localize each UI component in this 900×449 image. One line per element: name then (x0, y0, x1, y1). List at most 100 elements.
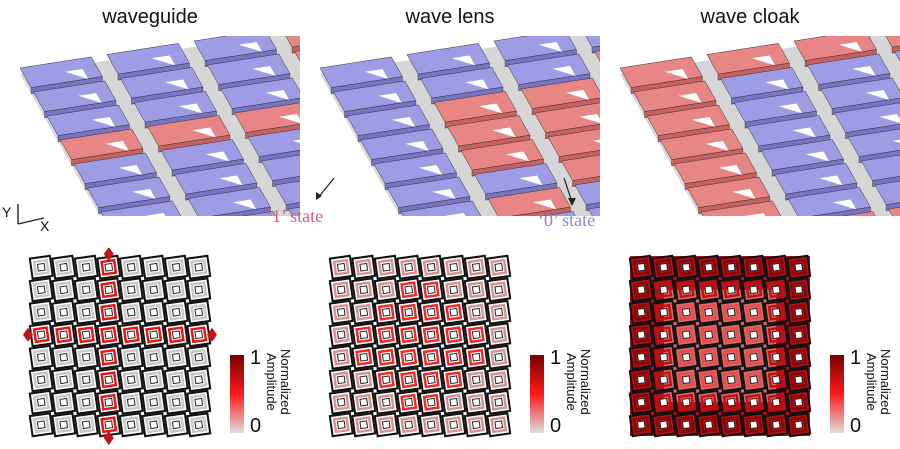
unit-cell-outline (673, 389, 699, 415)
unit-cell-outline (96, 299, 122, 325)
unit-cell-outline (673, 412, 699, 438)
unit-cell-outline (696, 299, 722, 325)
unit-cell-outline (486, 277, 512, 303)
unit-cell-outline (418, 299, 444, 325)
colorbar-min: 0 (250, 415, 262, 437)
unit-cell-outline (763, 367, 789, 393)
y-axis-label: Y (2, 204, 12, 220)
unit-cell-outline (328, 254, 354, 280)
meta-atom (841, 211, 876, 216)
unit-cell-outline (28, 299, 54, 325)
colorbar-title: Normalized Amplitude (564, 349, 593, 415)
meta-atom (294, 50, 300, 62)
unit-cell-outline (696, 254, 722, 280)
meta-atom (288, 206, 300, 216)
source-marker (207, 327, 217, 342)
unit-cell-outline (741, 367, 767, 393)
unit-cell-outline (441, 344, 467, 370)
unit-cell-outline (186, 254, 212, 280)
unit-cell-outline (328, 367, 354, 393)
unit-cell-outline (351, 412, 377, 438)
unit-cell-outline (163, 344, 189, 370)
meta-atom (373, 152, 457, 190)
unit-cell-outline (718, 412, 744, 438)
unit-cell-outline (96, 389, 122, 415)
unit-cell-outline (418, 367, 444, 393)
unit-cell-outline (163, 322, 189, 348)
meta-atom (594, 50, 600, 62)
unit-cell-outline (396, 322, 422, 348)
unit-cell-outline (28, 254, 54, 280)
meta-atom (46, 104, 130, 142)
panel-title-waveguide: waveguide (102, 6, 198, 28)
unit-cell-outline (328, 299, 354, 325)
unit-cell-outline (741, 254, 767, 280)
unit-cell-outline (628, 254, 654, 280)
unit-cell-outline (673, 344, 699, 370)
unit-cell-outline (328, 389, 354, 415)
unit-cell-outline (651, 322, 677, 348)
unit-cell-outline (28, 344, 54, 370)
unit-cell-outline (696, 389, 722, 415)
unit-cell-outline (763, 344, 789, 370)
unit-cell-outline (673, 367, 699, 393)
unit-cell-outline (396, 299, 422, 325)
unit-cell-outline (696, 367, 722, 393)
unit-cell-outline (441, 412, 467, 438)
unit-cell-outline (373, 299, 399, 325)
unit-cell-outline (351, 389, 377, 415)
unit-cell-outline (141, 254, 167, 280)
unit-cell-outline (373, 367, 399, 393)
unit-cell-outline (463, 322, 489, 348)
unit-cell-outline (351, 299, 377, 325)
unit-cell-outline (463, 299, 489, 325)
unit-cell-outline (373, 322, 399, 348)
unit-cell-outline (628, 389, 654, 415)
unit-cell-outline (441, 254, 467, 280)
unit-cell-outline (651, 389, 677, 415)
meta-atom (187, 187, 271, 216)
unit-cell-outline (763, 389, 789, 415)
amplitude-map-cloak (628, 254, 812, 438)
unit-cell-outline (441, 322, 467, 348)
unit-cell-outline (396, 344, 422, 370)
unit-cell-outline (628, 344, 654, 370)
unit-cell-outline (718, 389, 744, 415)
metasurface-waveguide-3d (19, 36, 300, 216)
unit-cell-outline (73, 322, 99, 348)
unit-cell-outline (186, 412, 212, 438)
unit-cell-outline (418, 254, 444, 280)
amplitude-map-waveguide (23, 248, 217, 445)
unit-cell-outline (486, 412, 512, 438)
unit-cell-outline (186, 367, 212, 393)
unit-cell-outline (786, 344, 812, 370)
meta-atom (261, 154, 300, 187)
colorbar-min: 0 (850, 415, 862, 437)
unit-cell-outline (741, 412, 767, 438)
unit-cell-outline (396, 412, 422, 438)
unit-cell-outline (51, 344, 77, 370)
unit-cell-outline (51, 322, 77, 348)
unit-cell-outline (351, 367, 377, 393)
unit-cell-outline (418, 344, 444, 370)
unit-cell-outline (486, 299, 512, 325)
meta-atom (588, 206, 600, 216)
state-0-label: ‘0’ state (538, 210, 596, 230)
meta-atom (700, 200, 782, 216)
unit-cell-outline (486, 389, 512, 415)
meta-atom (834, 102, 900, 139)
unit-cell-outline (441, 389, 467, 415)
unit-cell-outline (651, 299, 677, 325)
unit-cell-outline (763, 299, 789, 325)
unit-cell-outline (741, 344, 767, 370)
source-marker (103, 431, 114, 445)
unit-cell-outline (463, 344, 489, 370)
unit-cell-outline (96, 322, 122, 348)
unit-cell-outline (763, 322, 789, 348)
unit-cell-outline (486, 344, 512, 370)
unit-cell-outline (763, 412, 789, 438)
unit-cell-outline (786, 299, 812, 325)
unit-cell-outline (373, 389, 399, 415)
unit-cell-outline (28, 277, 54, 303)
unit-cell-outline (786, 277, 812, 303)
